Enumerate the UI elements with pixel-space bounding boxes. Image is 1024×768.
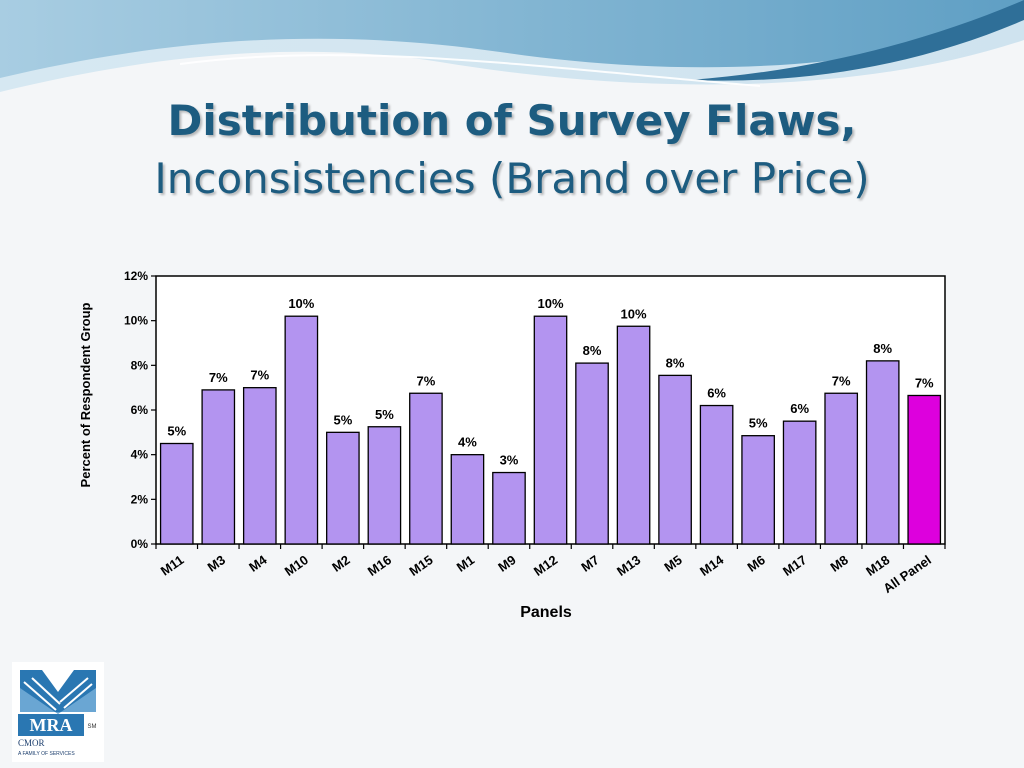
data-label: 7% <box>915 375 934 390</box>
x-tick-label: M4 <box>246 552 270 575</box>
x-tick-label: M5 <box>661 552 684 575</box>
bar-m6 <box>741 435 775 545</box>
bar-m2 <box>326 431 360 545</box>
x-tick-label: M12 <box>531 552 560 579</box>
bar-m15 <box>409 392 443 545</box>
data-label: 8% <box>583 343 602 358</box>
bar-m7 <box>575 362 609 545</box>
y-tick-label: 2% <box>131 492 149 506</box>
y-tick-label: 0% <box>131 537 149 551</box>
bar-m8 <box>824 392 859 545</box>
bar-m9 <box>492 471 526 545</box>
data-label: 8% <box>873 341 892 356</box>
data-label: 5% <box>333 412 352 427</box>
x-tick-label: M1 <box>454 552 477 575</box>
y-tick-label: 6% <box>131 403 149 417</box>
bar-m4 <box>242 387 277 545</box>
x-tick-label: M16 <box>365 552 394 579</box>
x-tick-label: M10 <box>282 552 311 579</box>
data-label: 5% <box>375 407 394 422</box>
data-label: 7% <box>832 373 851 388</box>
data-label: 4% <box>458 435 477 450</box>
x-tick-label: M9 <box>495 552 518 575</box>
y-tick-label: 12% <box>124 269 148 283</box>
x-tick-label: M8 <box>828 552 851 575</box>
data-label: 6% <box>707 386 726 401</box>
x-tick-label: M13 <box>614 552 643 579</box>
x-tick-label: M6 <box>744 552 767 575</box>
data-label: 3% <box>500 453 519 468</box>
y-tick-label: 10% <box>124 314 148 328</box>
data-label: 10% <box>537 296 563 311</box>
data-label: 10% <box>288 296 314 311</box>
data-label: 7% <box>417 373 436 388</box>
data-label: 6% <box>790 401 809 416</box>
chart-bars <box>159 315 942 545</box>
logo-sub2: A FAMILY OF SERVICES <box>18 751 75 757</box>
data-label: 5% <box>167 424 186 439</box>
bar-m18 <box>865 360 900 545</box>
data-label: 8% <box>666 355 685 370</box>
bar-m5 <box>658 374 692 545</box>
bar-m10 <box>284 315 319 545</box>
x-tick-label: M2 <box>329 552 352 575</box>
bar-all-panel <box>907 394 942 545</box>
logo-text: MRA <box>30 715 73 735</box>
logo-mark: SM <box>88 724 97 730</box>
bar-m11 <box>159 442 194 545</box>
data-label: 5% <box>749 416 768 431</box>
x-tick-label: M14 <box>697 552 727 579</box>
data-label: 7% <box>250 368 269 383</box>
x-tick-label: M15 <box>406 552 435 579</box>
data-label: 10% <box>621 306 647 321</box>
title-line-bold: Distribution of Survey Flaws, <box>167 96 857 145</box>
bar-m1 <box>450 454 485 545</box>
x-tick-label: M11 <box>158 552 187 578</box>
x-tick-label: M18 <box>863 552 892 579</box>
mra-logo: MRA SM CMOR A FAMILY OF SERVICES <box>12 662 104 762</box>
logo-sub1: CMOR <box>18 738 45 748</box>
slide-title: Distribution of Survey Flaws, Inconsiste… <box>0 92 1024 208</box>
bar-m17 <box>782 420 817 545</box>
bar-m3 <box>201 389 236 545</box>
x-tick-label: M7 <box>578 552 601 575</box>
x-tick-label: M3 <box>205 552 228 575</box>
y-tick-label: 8% <box>131 358 149 372</box>
bar-m16 <box>367 426 402 545</box>
bar-m12 <box>533 315 568 545</box>
y-axis-title: Percent of Respondent Group <box>78 302 93 487</box>
data-label: 7% <box>209 370 228 385</box>
x-axis-title: Panels <box>520 604 572 621</box>
x-tick-label: M17 <box>780 552 809 579</box>
y-tick-label: 4% <box>131 448 149 462</box>
bar-m14 <box>699 404 734 545</box>
title-line-regular: Inconsistencies (Brand over Price) <box>154 154 870 203</box>
bar-m13 <box>616 325 651 545</box>
